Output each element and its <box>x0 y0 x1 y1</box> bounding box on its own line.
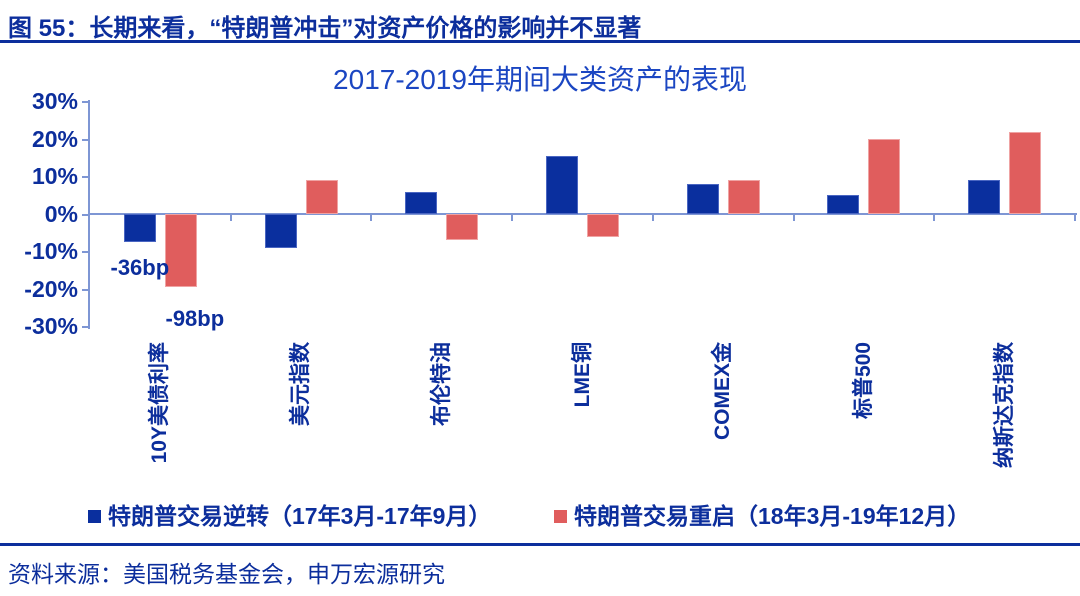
x-axis-tick <box>1074 214 1076 221</box>
y-axis-line <box>88 100 90 329</box>
bar-reversal <box>123 214 156 243</box>
x-axis-tick <box>792 214 795 221</box>
x-axis-category-label: 标普500 <box>851 342 875 420</box>
y-axis-tick-label: -20% <box>24 275 78 302</box>
chart-title: 2017-2019年期间大类资产的表现 <box>333 64 747 95</box>
y-axis-tick-label: -30% <box>24 313 78 339</box>
x-axis-tick <box>370 214 373 221</box>
y-axis-tick-label: 10% <box>31 163 78 189</box>
x-axis-category-label: 纳斯达克指数 <box>992 342 1016 468</box>
figure-title: 图 55：长期来看，“特朗普冲击”对资产价格的影响并不显著 <box>8 15 642 42</box>
x-axis-tick <box>651 214 654 221</box>
x-axis-category-label: COMEX金 <box>711 342 735 441</box>
legend-label: 特朗普交易逆转（17年3月-17年9月） <box>108 503 492 529</box>
bar-restart <box>164 214 197 288</box>
y-axis-tick-label: -10% <box>24 238 78 264</box>
y-axis-tick <box>82 176 88 178</box>
bar-reversal <box>827 195 860 215</box>
legend-entry: 特朗普交易重启（18年3月-19年12月） <box>554 503 970 529</box>
legend-entry: 特朗普交易逆转（17年3月-17年9月） <box>88 503 491 529</box>
bar-reversal <box>686 184 719 214</box>
bar-restart <box>1009 131 1042 214</box>
bar-reversal <box>546 155 578 214</box>
y-axis-tick <box>82 251 88 253</box>
bar-restart <box>587 214 619 237</box>
bar-annotation: -36bp <box>110 255 170 281</box>
y-axis-tick <box>82 138 88 141</box>
header-divider <box>0 40 1080 43</box>
bar-restart <box>305 180 338 215</box>
bar-reversal <box>405 191 438 214</box>
y-axis-tick-label: 0% <box>44 200 78 227</box>
x-axis-category-label: 10Y美债利率 <box>148 342 172 464</box>
y-axis-tick <box>82 326 88 328</box>
legend-swatch-icon <box>88 509 101 523</box>
x-axis-category-label: 布伦特油 <box>429 342 453 426</box>
bar-restart <box>868 139 901 214</box>
legend-label: 特朗普交易重启（18年3月-19年12月） <box>574 503 971 529</box>
bar-reversal <box>264 214 297 248</box>
legend-swatch-icon <box>554 509 567 523</box>
bottom-divider <box>0 543 1080 546</box>
x-axis-tick <box>229 214 232 221</box>
x-axis-tick <box>511 214 514 221</box>
source-note: 资料来源：美国税务基金会，申万宏源研究 <box>8 561 445 587</box>
y-axis-tick <box>82 213 88 216</box>
bar-annotation: -98bp <box>165 306 225 332</box>
x-axis-category-label: LME铜 <box>570 342 594 408</box>
y-axis-tick <box>82 288 88 291</box>
x-axis-category-label: 美元指数 <box>289 342 313 426</box>
bar-restart <box>727 180 760 215</box>
bar-restart <box>446 214 479 241</box>
y-axis-tick-label: 20% <box>31 125 78 152</box>
x-axis-line <box>88 213 1077 215</box>
y-axis-tick <box>82 101 88 103</box>
x-axis-tick <box>933 214 936 221</box>
bar-reversal <box>968 180 1001 215</box>
